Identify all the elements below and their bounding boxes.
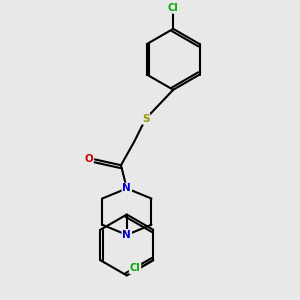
- Text: Cl: Cl: [130, 263, 140, 273]
- Text: N: N: [122, 230, 131, 240]
- Text: S: S: [142, 114, 149, 124]
- Text: Cl: Cl: [168, 3, 178, 13]
- Text: N: N: [122, 183, 131, 194]
- Text: O: O: [84, 154, 93, 164]
